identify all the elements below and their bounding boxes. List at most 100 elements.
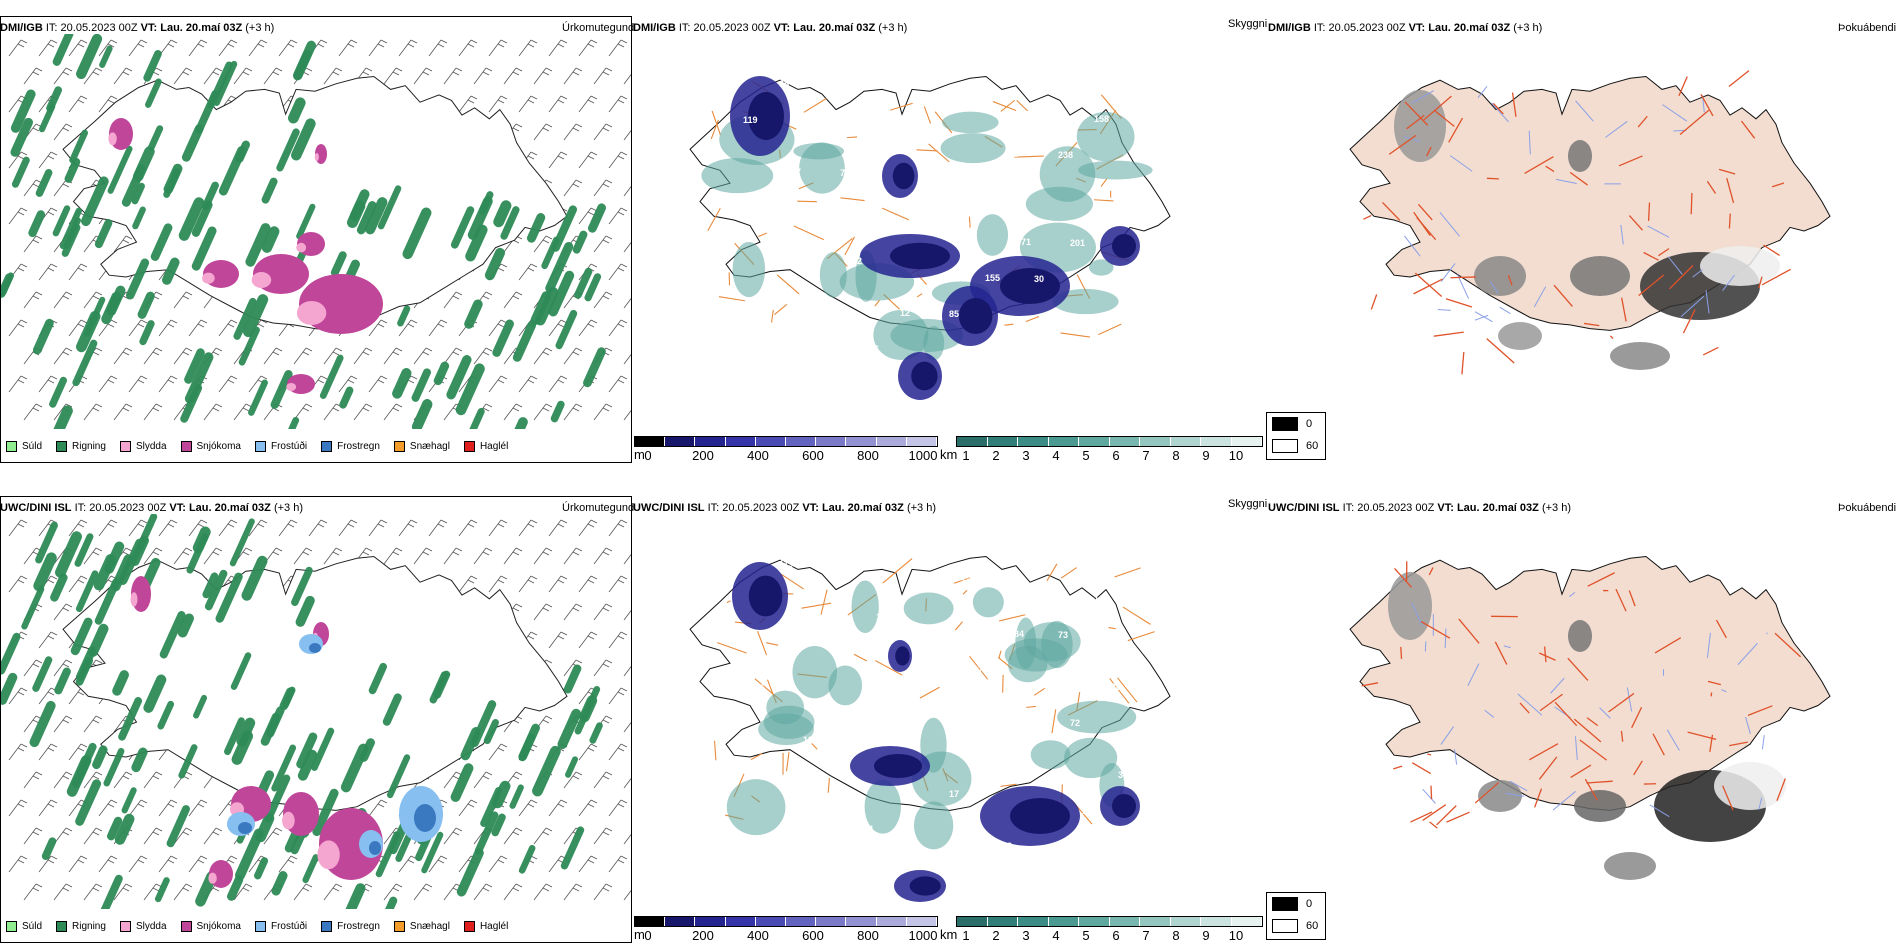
cloud-base-value: 70 — [731, 327, 741, 337]
cloud-base-value: 112 — [900, 788, 915, 798]
init-time-value: 20.05.2023 00Z — [1357, 502, 1435, 514]
colorbar-unit: m — [634, 447, 645, 462]
fog-panel-title: Þokuábendi — [1838, 22, 1897, 34]
colorbar-tick: 7 — [1142, 928, 1150, 943]
cloud-base-value: 57 — [888, 700, 898, 710]
cloud-base-value: 85 — [949, 309, 959, 319]
colorbar-tick: 2 — [992, 928, 1000, 943]
cloud-base-value: 21 — [864, 824, 874, 834]
legend-item: Haglél — [463, 920, 508, 932]
legend-swatch — [56, 920, 68, 932]
legend-item: Slydda — [119, 440, 167, 452]
legend-item: Haglél — [463, 440, 508, 452]
legend-swatch — [6, 440, 17, 452]
cloud-base-value: 106 — [864, 344, 879, 354]
fog-legend: 0 60 — [1266, 892, 1326, 940]
cloud-base-value: 122 — [803, 735, 818, 745]
legend-label: Rigning — [72, 920, 106, 932]
cloud-base-colorbar: 0 200 400 600 800 1000 — [634, 436, 938, 463]
colorbar-tick: 1 — [962, 448, 970, 463]
colorbar-tick: 3 — [1022, 928, 1030, 943]
cloud-base-value: 77 — [924, 664, 934, 674]
legend-label: Snjókoma — [196, 920, 241, 932]
cloud-base-value: 37 — [1118, 770, 1128, 780]
legend-item: Slydda — [119, 920, 167, 932]
legend-swatch — [1272, 897, 1298, 911]
colorbar-tick: 0 — [644, 928, 652, 943]
colorbar-tick: 2 — [992, 448, 1000, 463]
legend-item: Snjókoma — [180, 440, 241, 452]
cloud-base-value: 93 — [815, 343, 825, 353]
colorbar-tick: 5 — [1082, 928, 1090, 943]
legend-item: Snæhagl — [393, 920, 450, 932]
panel-header: DMI/IGB IT: 20.05.2023 00Z VT: Lau. 20.m… — [1268, 22, 1542, 34]
lead-time-offset: (+3 h) — [1541, 502, 1571, 514]
model-name: UWC/DINI ISL — [633, 502, 705, 514]
cloud-base-value: 95 — [779, 79, 789, 89]
colorbar-tick: 400 — [747, 448, 769, 463]
cloud-base-value: 102 — [997, 841, 1012, 851]
legend-swatch — [393, 440, 405, 452]
cloud-base-value: 47 — [973, 665, 983, 675]
colorbar-tick: 200 — [692, 928, 714, 943]
legend-label: Snæhagl — [409, 440, 450, 452]
cloud-base-value: 18 — [1106, 202, 1116, 212]
legend-item: 0 — [1272, 417, 1312, 431]
legend-label: Snæhagl — [409, 920, 450, 932]
colorbar-tick: 800 — [857, 448, 879, 463]
fog-index-map — [1349, 555, 1831, 880]
colorbar-tick: 1000 — [908, 448, 938, 463]
precip-type-title: Úrkomutegund — [562, 22, 635, 34]
valid-time-value: Lau. 20.maí 03Z — [1456, 502, 1539, 514]
legend-item: Frostúði — [254, 440, 307, 452]
cloud-base-value: 259 — [1082, 326, 1097, 336]
precip-type-map — [0, 29, 643, 465]
precip-type-legend: Súld Rigning Slydda Snjókoma Frostúði Frostre… — [6, 913, 522, 939]
legend-item: 60 — [1272, 919, 1318, 933]
cloud-base-value: 119 — [779, 559, 794, 569]
valid-time-value: Lau. 20.maí 03Z — [160, 22, 243, 34]
cloud-base-value: 87 — [791, 647, 801, 657]
cloud-base-value: 155 — [985, 273, 1000, 283]
legend-label: Slydda — [135, 920, 167, 932]
valid-time-label: VT: — [773, 22, 791, 34]
colorbar-unit: km — [940, 447, 958, 462]
colorbar-tick: 8 — [1172, 448, 1180, 463]
legend-item: 0 — [1272, 897, 1312, 911]
legend-swatch — [119, 920, 131, 932]
model-name: UWC/DINI ISL — [0, 502, 72, 514]
init-time-value: 20.05.2023 00Z — [60, 22, 138, 34]
legend-swatch — [180, 920, 192, 932]
fog-panel-title: Þokuábendi — [1838, 502, 1897, 514]
legend-item: Snæhagl — [393, 440, 450, 452]
coastline — [62, 75, 568, 331]
cloud-base-value: 86 — [937, 221, 947, 231]
legend-label: Súld — [22, 440, 43, 452]
colorbar-tick: 600 — [802, 448, 824, 463]
model-name: DMI/IGB — [1268, 22, 1311, 34]
model-name: UWC/DINI ISL — [1268, 502, 1340, 514]
legend-swatch — [393, 920, 405, 932]
cloud-base-map: 56 101 65 71 89 93 82 99 18 205 12 161 158 97 166 155 25… — [689, 75, 1171, 400]
cloud-base-value: 73 — [1058, 630, 1068, 640]
precip-type-map — [0, 513, 643, 942]
cloud-base-value: 56 — [730, 78, 740, 88]
cloud-base-value: 584 — [1009, 629, 1024, 639]
init-time-label: IT: — [1313, 22, 1326, 34]
cloud-base-value: 82 — [912, 96, 922, 106]
legend-swatch — [1272, 439, 1298, 453]
legend-swatch — [1272, 417, 1298, 431]
legend-item: Snjókoma — [180, 920, 241, 932]
colorbar-tick: 600 — [802, 928, 824, 943]
cloud-base-value: 238 — [1058, 150, 1073, 160]
cloud-base-value: 119 — [743, 115, 758, 125]
cloud-base-value: 143 — [961, 97, 976, 107]
colorbar-tick: 200 — [692, 448, 714, 463]
cloud-base-value: 74 — [840, 168, 850, 178]
precip-type-title: Úrkomutegund — [562, 502, 635, 514]
cloud-base-value: 158 — [1094, 114, 1109, 124]
lead-time-offset: (+3 h) — [1513, 22, 1543, 34]
cloud-base-value: 83 — [876, 132, 886, 142]
legend-swatch — [463, 920, 475, 932]
init-time-label: IT: — [707, 502, 720, 514]
